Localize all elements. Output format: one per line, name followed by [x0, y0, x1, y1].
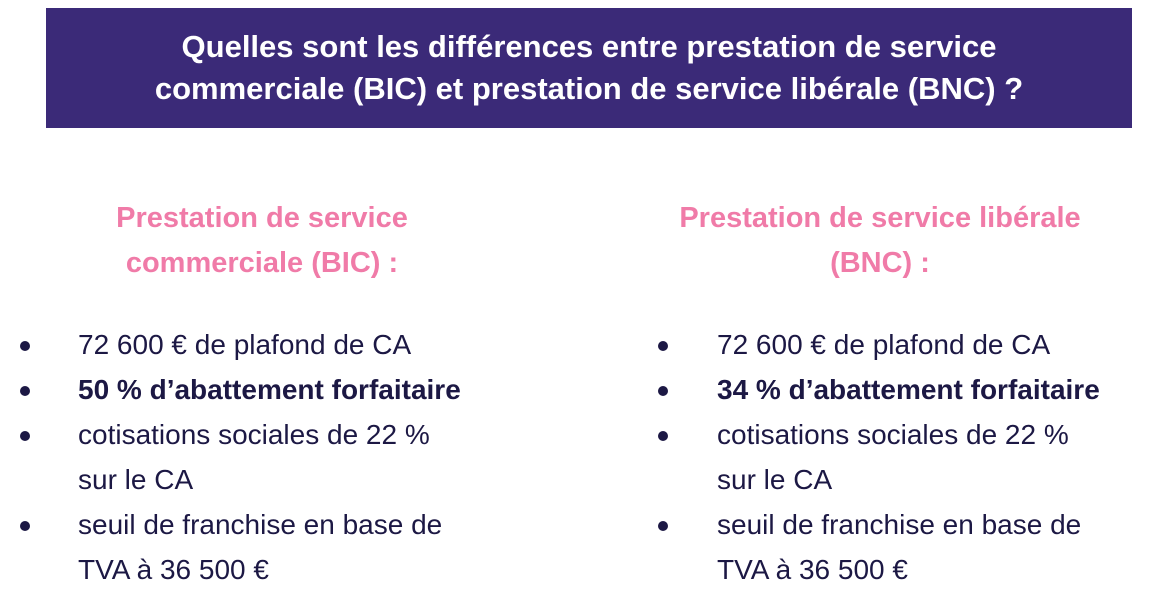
bnc-item-text: seuil de franchise en base de TVA à 36 5…: [717, 509, 1082, 585]
bullet-dot-icon: [20, 431, 30, 441]
bnc-item-text: 34 % d’abattement forfaitaire: [717, 374, 1100, 405]
title-banner: Quelles sont les différences entre prest…: [46, 8, 1132, 128]
bullet-dot-icon: [658, 386, 668, 396]
list-item: 72 600 € de plafond de CA: [0, 322, 461, 367]
list-item: cotisations sociales de 22 % sur le CA: [630, 412, 1100, 502]
bullet-dot-icon: [20, 521, 30, 531]
list-item: seuil de franchise en base de TVA à 36 5…: [630, 502, 1100, 592]
bullet-dot-icon: [658, 431, 668, 441]
bullet-dot-icon: [658, 341, 668, 351]
bic-bullet-list: 72 600 € de plafond de CA 50 % d’abattem…: [0, 322, 461, 592]
list-item: 34 % d’abattement forfaitaire: [630, 367, 1100, 412]
bullet-dot-icon: [20, 341, 30, 351]
list-item: seuil de franchise en base de TVA à 36 5…: [0, 502, 461, 592]
page-title-line-1: Quelles sont les différences entre prest…: [181, 29, 997, 64]
bic-heading-line-2: commerciale (BIC) :: [125, 247, 399, 279]
bic-heading: Prestation de service commerciale (BIC) :: [0, 196, 524, 286]
bnc-column: Prestation de service libérale (BNC) : 72…: [630, 196, 1173, 585]
page-title-line-2: commerciale (BIC) et prestation de servi…: [154, 71, 1024, 106]
bic-column: Prestation de service commerciale (BIC) :…: [0, 196, 560, 585]
bic-heading-line-1: Prestation de service: [116, 202, 408, 234]
bnc-heading-line-1: Prestation de service libérale: [679, 202, 1081, 234]
list-item: 72 600 € de plafond de CA: [630, 322, 1100, 367]
bic-item-text: 72 600 € de plafond de CA: [78, 329, 412, 360]
bnc-item-text: cotisations sociales de 22 % sur le CA: [717, 419, 1069, 495]
bic-item-text: seuil de franchise en base de TVA à 36 5…: [78, 509, 443, 585]
bullet-dot-icon: [20, 386, 30, 396]
list-item: cotisations sociales de 22 % sur le CA: [0, 412, 461, 502]
bnc-item-text: 72 600 € de plafond de CA: [717, 329, 1051, 360]
bullet-dot-icon: [658, 521, 668, 531]
bnc-bullet-list: 72 600 € de plafond de CA 34 % d’abattem…: [630, 322, 1100, 592]
bnc-heading: Prestation de service libérale (BNC) :: [600, 196, 1160, 286]
list-item: 50 % d’abattement forfaitaire: [0, 367, 461, 412]
page-title: Quelles sont les différences entre prest…: [155, 26, 1023, 110]
bic-item-text: cotisations sociales de 22 % sur le CA: [78, 419, 430, 495]
bnc-heading-line-2: (BNC) :: [830, 247, 930, 279]
bic-item-text: 50 % d’abattement forfaitaire: [78, 374, 461, 405]
